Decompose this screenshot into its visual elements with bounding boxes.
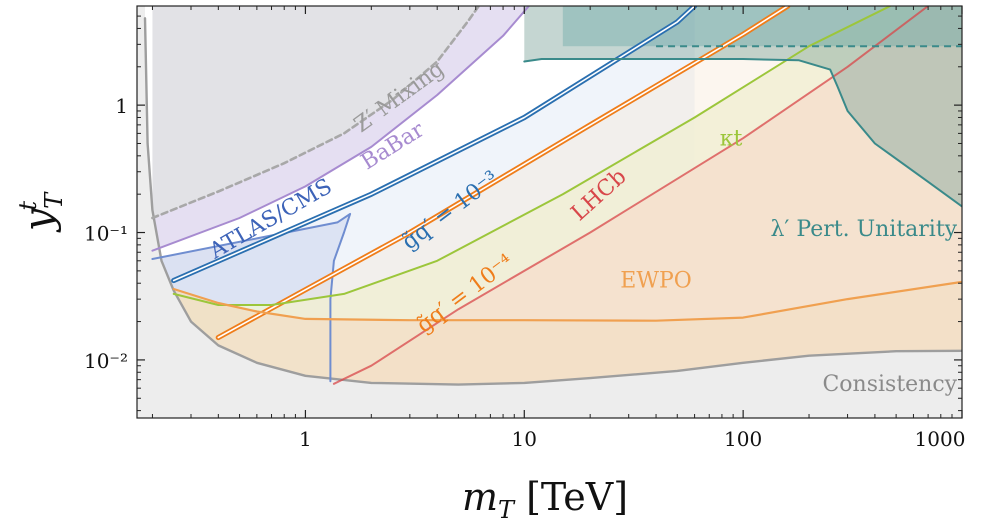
label-kappa: κt <box>720 127 743 152</box>
curve-gq-1e-3-inner <box>172 6 696 282</box>
y-tick-label: 1 <box>115 94 128 118</box>
label-consistency: Consistency <box>822 372 957 397</box>
label-unitarity: λ′ Pert. Unitarity <box>770 217 957 242</box>
region-fills <box>137 6 962 418</box>
series-curves <box>143 6 962 386</box>
x-tick-label: 100 <box>724 427 762 451</box>
curve-ewpo <box>172 280 962 322</box>
svg-text:ytT: ytT <box>14 191 68 233</box>
y-tick-label: 10⁻¹ <box>84 222 128 246</box>
x-axis-title: mT [TeV] <box>462 475 628 524</box>
curve-lhcb <box>332 6 930 385</box>
curve-gq-1e-4-inner <box>217 6 789 339</box>
fill-consistency-top <box>137 18 962 418</box>
y-axis-title: ytT <box>14 191 68 233</box>
fill-top-cut <box>562 6 962 47</box>
fill-orange-band <box>218 6 962 418</box>
x-tick-label: 1000 <box>915 427 966 451</box>
curve-babar <box>151 6 530 252</box>
fill-unitarity <box>524 6 962 418</box>
curve-unitarity <box>523 58 962 208</box>
x-tick-label: 1 <box>299 427 312 451</box>
fill-babar <box>152 6 529 251</box>
plot-frame <box>136 5 963 419</box>
fill-zprime <box>152 6 479 218</box>
y-tick-label: 10⁻² <box>84 349 128 373</box>
curve-consistency <box>143 17 962 386</box>
axis-ticks: 1 10 100 1000 10⁻² 10⁻¹ 1 <box>84 5 966 451</box>
curve-zprime <box>151 6 481 220</box>
label-ewpo: EWPO <box>620 269 692 294</box>
x-tick-label: 10 <box>512 427 537 451</box>
curve-kappa <box>172 6 892 306</box>
